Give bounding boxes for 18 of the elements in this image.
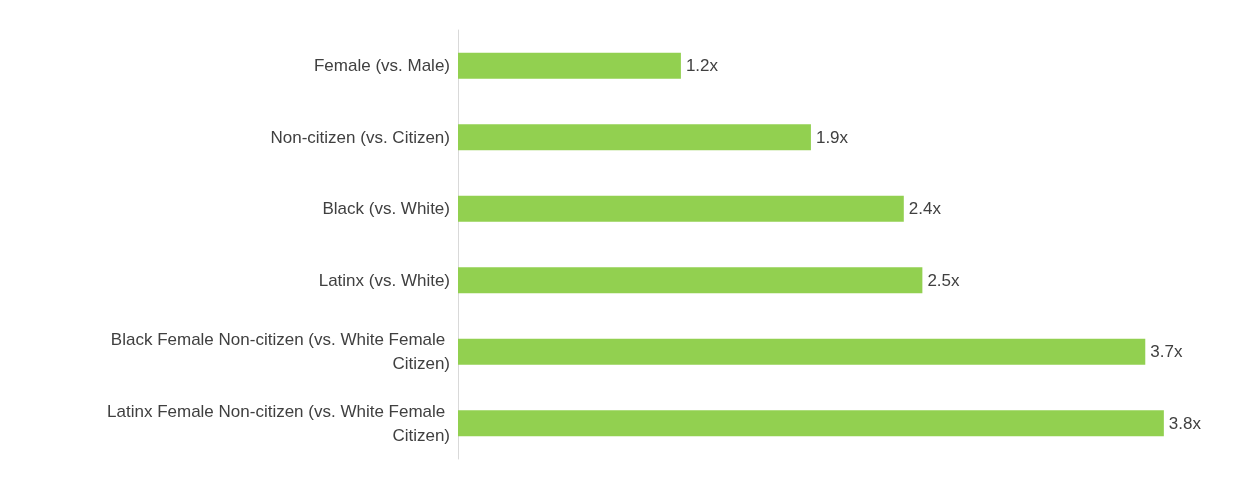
bar [458,52,681,79]
y-tick-label: Latinx Female Non-citizen (vs. White Female Citizen) [107,401,450,445]
data-label: 1.9x [815,127,849,147]
bar [458,410,1164,437]
data-label: 3.7x [1150,342,1183,362]
y-tick-label: Black Female Non-citizen (vs. White Female Citizen) [110,330,450,374]
y-tick-label: Black (vs. White) [322,199,450,219]
bar [458,124,811,151]
data-label: 2.4x [908,199,942,219]
y-tick-label: Female (vs. Male) [313,56,450,76]
data-label: 1.2x [685,56,719,76]
y-tick-label: Non-citizen (vs. Citizen) [270,127,450,147]
data-label: 3.8x [1168,413,1202,433]
bar [458,267,923,294]
data-label: 2.5x [927,270,961,290]
bar [458,195,904,222]
y-tick-label: Latinx (vs. White) [318,270,450,290]
bar [458,338,1146,365]
